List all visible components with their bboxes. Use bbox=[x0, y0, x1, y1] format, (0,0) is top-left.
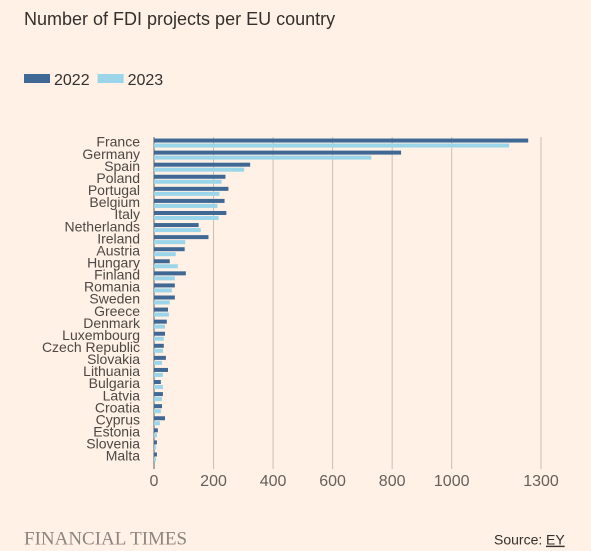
x-tick-label: 200 bbox=[200, 473, 227, 490]
y-tick-label: Germany bbox=[82, 146, 140, 162]
bar bbox=[154, 307, 168, 312]
legend-swatch bbox=[97, 74, 124, 83]
bar bbox=[154, 295, 175, 300]
y-tick-label: Poland bbox=[96, 170, 140, 186]
y-tick-label: Finland bbox=[94, 267, 140, 283]
y-tick-label: France bbox=[96, 134, 140, 150]
y-tick-label: Netherlands bbox=[65, 218, 141, 234]
y-tick-label: Ireland bbox=[97, 230, 140, 246]
bar bbox=[154, 372, 163, 377]
bar bbox=[154, 392, 163, 397]
x-tick-label: 0 bbox=[150, 473, 159, 490]
bar bbox=[154, 457, 157, 462]
y-tick-label: Greece bbox=[94, 303, 140, 319]
y-tick-label: Estonia bbox=[93, 424, 140, 440]
y-tick-label: Belgium bbox=[89, 194, 140, 210]
bar bbox=[154, 288, 172, 293]
y-tick-label: Slovenia bbox=[86, 436, 140, 452]
bar bbox=[154, 440, 157, 445]
bar bbox=[154, 247, 185, 252]
bar bbox=[154, 215, 219, 220]
bar bbox=[154, 203, 218, 208]
y-tick-label: Slovakia bbox=[87, 351, 140, 367]
bar bbox=[154, 331, 166, 336]
bar bbox=[154, 162, 251, 167]
bar bbox=[154, 300, 170, 305]
bar bbox=[154, 312, 169, 317]
bar bbox=[154, 433, 157, 438]
bar bbox=[154, 283, 175, 288]
legend: 2022 2023 bbox=[24, 72, 163, 89]
legend-swatch bbox=[24, 74, 50, 83]
bar bbox=[154, 385, 163, 390]
y-tick-label: Malta bbox=[106, 448, 140, 464]
x-tick-label: 800 bbox=[379, 473, 406, 490]
y-tick-label: Czech Republic bbox=[42, 339, 140, 355]
bar bbox=[154, 336, 164, 341]
y-tick-label: Hungary bbox=[87, 254, 140, 270]
y-tick-label: Lithuania bbox=[83, 363, 140, 379]
y-tick-label: Luxembourg bbox=[62, 327, 140, 343]
bar bbox=[154, 179, 222, 184]
bar bbox=[154, 397, 163, 402]
bar bbox=[154, 235, 209, 240]
y-tick-label: Romania bbox=[84, 279, 140, 295]
bar bbox=[154, 360, 163, 365]
plot: 0 200 400 600 800 1000 1300FranceGermanySpainP… bbox=[42, 134, 559, 490]
bar bbox=[154, 367, 168, 372]
bar bbox=[154, 240, 186, 245]
bar bbox=[154, 174, 226, 179]
bar bbox=[154, 198, 225, 203]
bar bbox=[154, 143, 510, 148]
source-link[interactable]: EY bbox=[546, 532, 565, 548]
brand: FINANCIAL TIMES bbox=[24, 528, 187, 549]
bar bbox=[154, 138, 529, 143]
bar bbox=[154, 319, 167, 324]
bar bbox=[154, 380, 161, 385]
bar bbox=[154, 186, 229, 191]
chart-title: Number of FDI projects per EU country bbox=[24, 9, 335, 29]
bar bbox=[154, 155, 372, 160]
bar bbox=[154, 409, 161, 414]
legend-label: 2022 bbox=[54, 72, 90, 89]
bar bbox=[154, 167, 245, 172]
bar bbox=[154, 228, 201, 233]
bar bbox=[154, 445, 157, 450]
y-tick-label: Cyprus bbox=[96, 411, 140, 427]
bar bbox=[154, 223, 199, 228]
y-tick-label: Latvia bbox=[103, 387, 141, 403]
y-tick-label: Austria bbox=[96, 242, 140, 258]
bar bbox=[154, 452, 157, 457]
bar bbox=[154, 210, 227, 215]
bar bbox=[154, 191, 220, 196]
y-tick-label: Italy bbox=[114, 206, 140, 222]
x-tick-label: 1300 bbox=[523, 473, 559, 490]
bar bbox=[154, 259, 170, 264]
bar bbox=[154, 421, 160, 426]
bar bbox=[154, 416, 166, 421]
y-tick-label: Croatia bbox=[95, 399, 140, 415]
bar bbox=[154, 271, 186, 276]
y-tick-label: Sweden bbox=[89, 291, 140, 307]
y-tick-label: Portugal bbox=[88, 182, 140, 198]
x-tick-label: 400 bbox=[260, 473, 287, 490]
bar bbox=[154, 355, 166, 360]
legend-label: 2023 bbox=[128, 72, 164, 89]
source-label: Source: bbox=[494, 532, 542, 548]
bar bbox=[154, 264, 178, 269]
bar bbox=[154, 428, 158, 433]
y-tick-label: Bulgaria bbox=[89, 375, 141, 391]
x-tick-label: 600 bbox=[319, 473, 346, 490]
y-tick-label: Spain bbox=[104, 158, 140, 174]
x-tick-label: 1000 bbox=[434, 473, 470, 490]
bar bbox=[154, 150, 402, 155]
bar bbox=[154, 343, 164, 348]
y-tick-label: Denmark bbox=[83, 315, 141, 331]
bar bbox=[154, 252, 176, 257]
bar bbox=[154, 324, 166, 329]
bar bbox=[154, 404, 163, 409]
bar bbox=[154, 348, 163, 353]
bar bbox=[154, 276, 175, 281]
